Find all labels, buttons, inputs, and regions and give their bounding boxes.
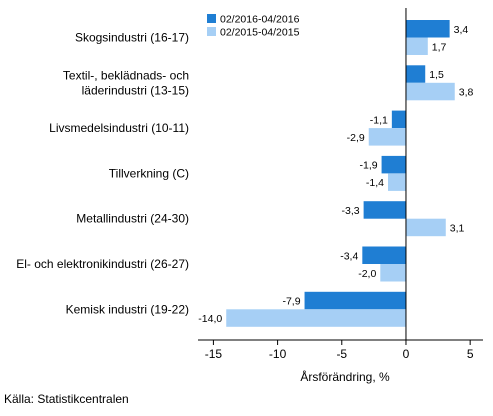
bar bbox=[405, 65, 426, 83]
bar bbox=[405, 82, 455, 101]
x-axis: -15 -10 -5 0 5 bbox=[198, 8, 483, 361]
data-label: -1,4 bbox=[366, 177, 384, 189]
category-label: Skogsindustri (16-17) bbox=[75, 31, 189, 45]
category-label: Livsmedelsindustri (10-11) bbox=[49, 121, 189, 135]
data-label: -7,9 bbox=[282, 296, 300, 308]
bar bbox=[405, 37, 428, 55]
data-label: -14,0 bbox=[198, 313, 222, 325]
bars-layer bbox=[226, 20, 455, 327]
bar bbox=[304, 291, 406, 310]
data-label: 1,5 bbox=[429, 69, 444, 81]
bar bbox=[380, 264, 406, 282]
bar bbox=[405, 20, 450, 38]
category-label: El- och elektronikindustri (26-27) bbox=[16, 257, 189, 271]
bar bbox=[388, 173, 406, 191]
data-label: -1,1 bbox=[370, 114, 388, 126]
data-label: 3,4 bbox=[454, 24, 469, 36]
bar bbox=[405, 218, 446, 237]
legend-swatch bbox=[207, 27, 216, 36]
category-label: Metallindustri (24-30) bbox=[76, 212, 189, 226]
legend-swatch bbox=[207, 14, 216, 23]
bar bbox=[362, 246, 406, 264]
category-label: Kemisk industri (19-22) bbox=[66, 302, 189, 316]
bar bbox=[363, 201, 406, 219]
legend-label: 02/2016-04/2016 bbox=[220, 14, 300, 26]
x-axis-title: Årsförändring, % bbox=[300, 369, 390, 384]
x-tick-label: -10 bbox=[269, 347, 287, 361]
data-label: -3,3 bbox=[342, 205, 360, 217]
x-tick-label: 0 bbox=[403, 347, 410, 361]
x-tick-label: -5 bbox=[336, 347, 347, 361]
bar bbox=[368, 128, 406, 146]
bar bbox=[381, 155, 406, 174]
data-label: -2,0 bbox=[358, 268, 376, 280]
bar-chart: Skogsindustri (16-17) Textil-, beklädnads… bbox=[16, 8, 483, 384]
bar bbox=[226, 309, 406, 327]
category-label: Textil-, beklädnads- och läderindustri (1… bbox=[63, 68, 189, 97]
data-label: 3,8 bbox=[459, 87, 474, 99]
data-label: 1,7 bbox=[432, 41, 447, 53]
source-note: Källa: Statistikcentralen bbox=[4, 392, 129, 406]
data-label: -1,9 bbox=[359, 160, 377, 172]
x-tick-label: 5 bbox=[467, 347, 474, 361]
category-label: Tillverkning (C) bbox=[109, 166, 189, 180]
bar bbox=[391, 110, 406, 129]
data-label: 3,1 bbox=[450, 222, 465, 234]
data-label: -2,9 bbox=[347, 132, 365, 144]
data-label: -3,4 bbox=[340, 250, 358, 262]
labels-layer: Skogsindustri (16-17) Textil-, beklädnads… bbox=[16, 24, 473, 325]
legend-label: 02/2015-04/2015 bbox=[220, 27, 300, 39]
x-tick-label: -15 bbox=[205, 347, 223, 361]
